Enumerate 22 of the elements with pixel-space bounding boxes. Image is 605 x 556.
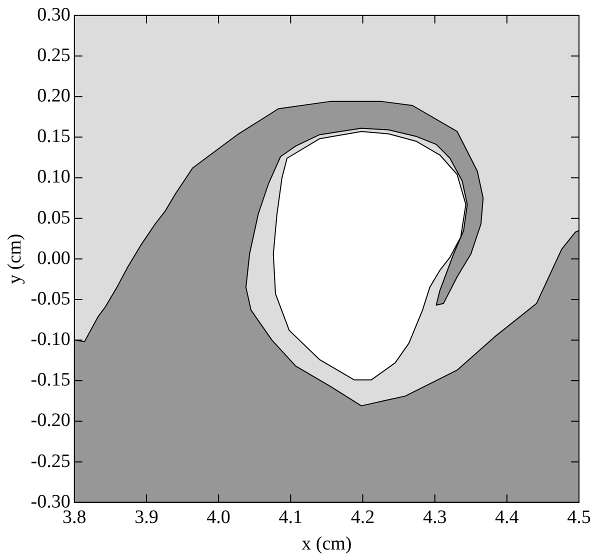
x-axis-title: x (cm) bbox=[302, 534, 352, 555]
x-tick-label: 4.4 bbox=[495, 506, 520, 528]
x-tick-label: 3.9 bbox=[134, 506, 158, 528]
y-tick-label: -0.15 bbox=[30, 370, 70, 391]
y-tick-label: 0.30 bbox=[37, 4, 70, 26]
y-tick-label: 0.20 bbox=[37, 86, 70, 107]
x-tick-label: 4.5 bbox=[567, 506, 591, 528]
y-tick-label: 0.15 bbox=[37, 126, 70, 148]
x-tick-label: 4.0 bbox=[206, 506, 230, 528]
y-tick-label: -0.10 bbox=[30, 329, 70, 350]
x-tick-label: 3.8 bbox=[62, 506, 86, 528]
y-tick-label: 0.10 bbox=[37, 166, 70, 188]
x-tick-label: 4.2 bbox=[350, 506, 375, 528]
y-axis-title: y (cm) bbox=[4, 234, 26, 284]
y-tick-label: -0.25 bbox=[30, 450, 70, 472]
y-tick-label: -0.20 bbox=[30, 410, 70, 432]
y-tick-label: 0.05 bbox=[37, 207, 70, 228]
y-tick-label: 0.25 bbox=[37, 44, 70, 66]
x-tick-label: 4.3 bbox=[422, 506, 447, 528]
y-tick-label: 0.00 bbox=[37, 248, 70, 269]
x-tick-label: 4.1 bbox=[278, 506, 303, 528]
y-tick-label: -0.05 bbox=[30, 288, 70, 310]
